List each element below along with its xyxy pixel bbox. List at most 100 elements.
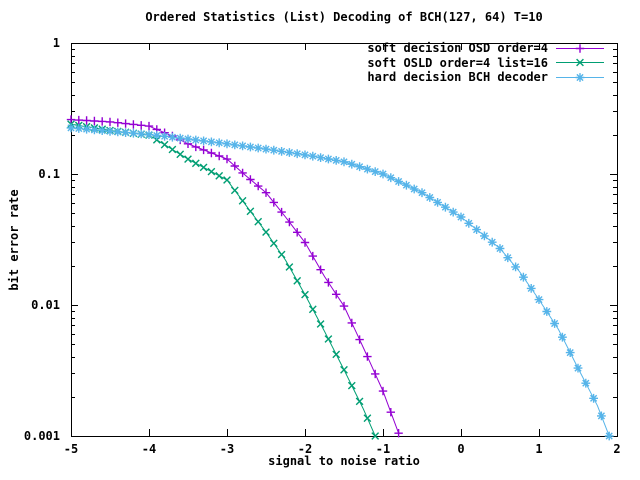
x-tick-label: -2 <box>298 442 312 456</box>
plus-marker-icon <box>394 429 403 438</box>
plus-marker-icon <box>355 335 364 344</box>
plus-marker-icon <box>246 175 255 184</box>
star-marker-icon <box>448 207 458 217</box>
plus-marker-icon <box>129 120 138 129</box>
star-marker-icon <box>565 348 575 358</box>
star-marker-icon <box>440 202 450 212</box>
plus-marker-icon <box>82 116 91 125</box>
cross-marker-icon <box>246 207 255 216</box>
plus-marker-icon <box>324 278 333 287</box>
plus-marker-icon <box>230 161 240 171</box>
star-marker-icon <box>339 157 349 167</box>
star-marker-icon <box>401 180 411 190</box>
star-marker-icon <box>214 138 224 148</box>
series-2 <box>66 123 614 441</box>
cross-marker-icon <box>308 305 317 314</box>
plus-marker-icon <box>339 301 349 311</box>
plus-marker-icon <box>378 386 388 396</box>
cross-marker-icon <box>191 159 200 168</box>
x-tick-label: 2 <box>613 442 620 456</box>
star-marker-icon <box>74 124 84 133</box>
star-marker-icon <box>409 184 419 194</box>
star-marker-icon <box>183 134 193 144</box>
star-marker-icon <box>206 137 216 147</box>
star-marker-icon <box>542 307 552 316</box>
cross-marker-icon <box>340 365 348 374</box>
cross-marker-icon <box>215 171 224 180</box>
cross-marker-icon <box>199 163 208 172</box>
plus-marker-icon <box>300 238 310 247</box>
cross-marker-icon <box>254 217 263 226</box>
star-marker-icon <box>370 167 380 177</box>
series-1-line <box>70 123 376 437</box>
plus-marker-icon <box>238 168 247 178</box>
cross-marker-icon <box>363 414 372 423</box>
legend-entry: hard decision BCH decoder <box>367 70 606 85</box>
star-marker-icon <box>113 127 123 137</box>
y-tick-label: 0.1 <box>38 167 60 181</box>
star-marker-icon <box>97 126 107 136</box>
y-tick-label: 0.01 <box>31 298 60 312</box>
cross-marker-icon <box>285 263 294 271</box>
star-marker-icon <box>394 177 404 186</box>
star-marker-icon <box>575 72 585 82</box>
axis-ticks <box>71 43 618 437</box>
legend-entry: soft decision OSD order=4 <box>367 41 606 56</box>
plus-marker-icon <box>261 188 271 197</box>
star-marker-icon <box>105 126 115 136</box>
plus-marker-icon <box>308 251 317 261</box>
cross-marker-icon <box>184 155 192 163</box>
star-marker-icon <box>331 155 341 165</box>
star-marker-icon <box>433 197 443 207</box>
star-marker-icon <box>362 164 372 174</box>
star-marker-icon <box>277 146 287 156</box>
legend-label: soft decision OSD order=4 <box>367 41 548 56</box>
star-marker-icon <box>253 143 263 153</box>
star-marker-icon <box>495 244 505 253</box>
plus-marker-icon <box>254 181 263 191</box>
plus-marker-icon <box>199 145 208 155</box>
star-marker-icon <box>292 149 302 159</box>
plus-marker-icon <box>332 290 341 299</box>
star-marker-icon <box>316 153 326 163</box>
star-marker-icon <box>199 136 209 146</box>
x-tick-label: 0 <box>457 442 464 456</box>
plus-marker-icon <box>74 115 84 125</box>
star-marker-icon <box>479 231 489 241</box>
cross-marker-icon <box>230 186 239 195</box>
star-marker-icon <box>417 188 427 198</box>
star-marker-icon <box>82 124 91 134</box>
star-marker-icon <box>573 363 583 373</box>
cross-marker-icon <box>262 228 270 236</box>
cross-marker-icon <box>355 397 364 406</box>
cross-marker-icon <box>223 176 231 184</box>
star-marker-icon <box>558 332 567 342</box>
star-marker-icon <box>300 150 310 160</box>
star-marker-icon <box>581 378 591 388</box>
star-marker-icon <box>472 225 482 235</box>
star-marker-icon <box>152 131 162 140</box>
cross-marker-icon <box>160 140 169 149</box>
star-marker-icon <box>136 129 146 139</box>
legend-label: hard decision BCH decoder <box>367 70 548 85</box>
plus-marker-icon <box>575 44 585 53</box>
x-tick-label: -4 <box>142 442 156 456</box>
star-marker-icon <box>425 193 435 202</box>
legend-line-sample <box>556 44 604 53</box>
plus-marker-icon <box>386 408 395 417</box>
legend: soft decision OSD order=4 soft OSLD order… <box>367 41 606 85</box>
star-marker-icon <box>589 393 598 403</box>
star-marker-icon <box>355 162 365 172</box>
star-marker-icon <box>144 130 154 140</box>
plus-marker-icon <box>277 207 286 217</box>
chart-title: Ordered Statistics (List) Decoding of BC… <box>145 10 543 24</box>
star-marker-icon <box>378 169 388 179</box>
legend-line-sample <box>556 72 604 82</box>
cross-marker-icon <box>576 58 584 67</box>
star-marker-icon <box>308 151 318 161</box>
cross-marker-icon <box>293 276 302 285</box>
plus-marker-icon <box>293 228 302 237</box>
star-marker-icon <box>386 173 396 183</box>
plus-marker-icon <box>363 352 372 361</box>
